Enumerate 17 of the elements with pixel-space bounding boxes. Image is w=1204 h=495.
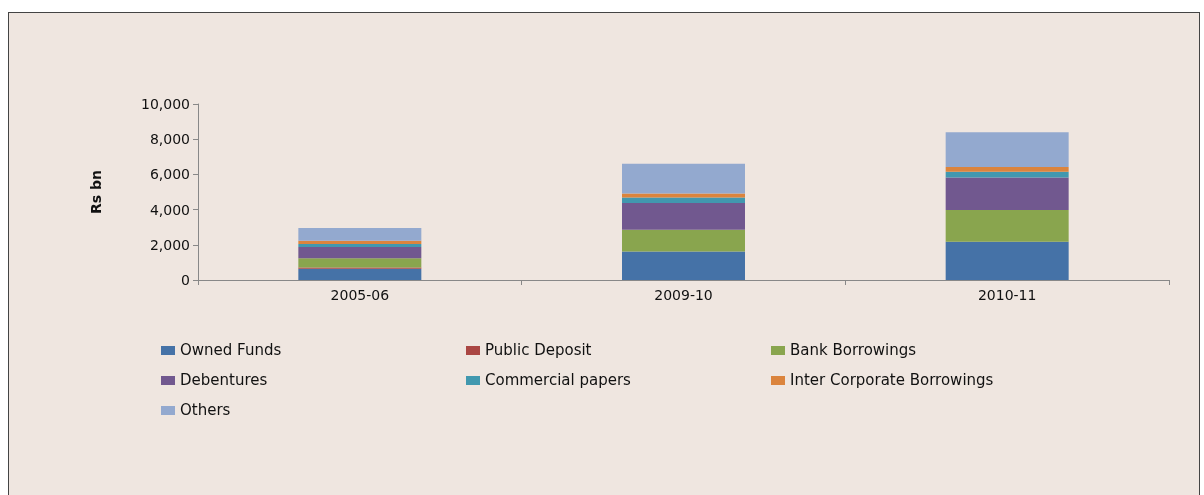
y-tick-label: 10,000 [141,96,190,112]
legend-label: Others [179,400,232,421]
legend-label: Public Deposit [484,340,593,361]
legend-label: Inter Corporate Borrowings [789,370,995,391]
y-tick-label: 2,000 [149,236,190,253]
y-tick-label: 6,000 [149,166,190,183]
x-tick-label: 2010-11 [977,287,1037,303]
y-axis-title: Rs bn [88,170,104,214]
x-tick-label: 2005-06 [330,287,390,303]
y-tick-label: 0 [181,272,190,288]
y-tick-label: 8,000 [149,131,190,148]
y-tick-label: 4,000 [149,201,190,218]
legend-label: Owned Funds [179,340,283,361]
legend-label: Commercial papers [484,370,632,391]
legend-label: Debentures [179,370,269,391]
legend-label: Bank Borrowings [789,340,918,361]
x-tick-label: 2009-10 [654,287,713,303]
